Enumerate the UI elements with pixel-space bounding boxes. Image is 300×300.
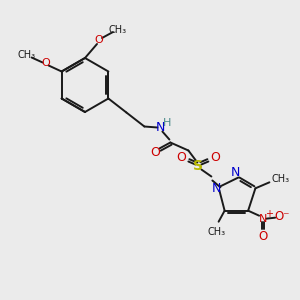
Text: O: O [176, 151, 186, 164]
Text: O: O [150, 146, 160, 159]
Text: +: + [265, 209, 273, 219]
Text: O: O [41, 58, 50, 68]
Text: CH₃: CH₃ [271, 174, 290, 184]
Text: H: H [163, 118, 172, 128]
Text: N: N [156, 121, 165, 134]
Text: N: N [212, 182, 221, 195]
Text: N: N [231, 166, 240, 179]
Text: S: S [194, 160, 203, 173]
Text: O: O [94, 35, 103, 45]
Text: O: O [210, 151, 220, 164]
Text: N: N [259, 214, 267, 224]
Text: O: O [259, 230, 268, 243]
Text: CH₃: CH₃ [109, 25, 127, 35]
Text: O⁻: O⁻ [274, 210, 290, 223]
Text: CH₃: CH₃ [208, 227, 226, 237]
Text: CH₃: CH₃ [18, 50, 36, 61]
